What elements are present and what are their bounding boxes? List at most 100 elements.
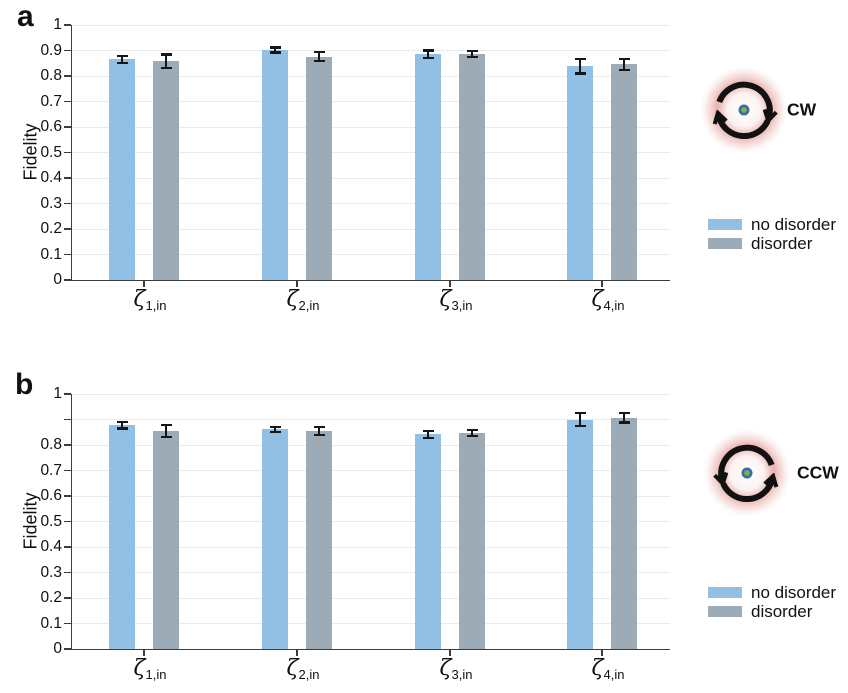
x-axis-tick	[601, 281, 603, 287]
bar-no-disorder-zeta-4-in	[567, 419, 593, 649]
gridline	[72, 623, 670, 624]
y-axis-tick	[63, 648, 71, 650]
gridline	[72, 203, 670, 204]
y-tick-label: 0	[53, 640, 62, 657]
y-axis-tick	[63, 444, 71, 446]
cw-label: CW	[787, 99, 817, 120]
gridline	[72, 419, 670, 420]
bar-no-disorder-zeta-1-in	[109, 59, 135, 280]
y-axis-tick	[63, 469, 71, 472]
bar-no-disorder-zeta-3-in	[415, 54, 441, 280]
y-axis-tick	[63, 202, 71, 205]
y-axis-tick	[63, 151, 71, 154]
y-axis-tick	[63, 177, 71, 179]
legend-swatch-no-disorder	[708, 587, 742, 598]
legend-swatch-no-disorder	[708, 219, 742, 230]
error-bar-disorder-zeta-1-in	[160, 423, 172, 438]
y-tick-label: 0.4	[40, 538, 62, 555]
gridline	[72, 495, 670, 497]
error-bar-disorder-zeta-3-in	[466, 49, 478, 59]
y-tick-label: 0.3	[40, 194, 62, 212]
bar-no-disorder-zeta-1-in	[109, 425, 135, 649]
bar-disorder-zeta-2-in	[306, 431, 332, 649]
bar-disorder-zeta-3-in	[459, 54, 485, 280]
y-tick-label: 1	[53, 385, 62, 402]
error-bar-no-disorder-zeta-3-in	[422, 429, 434, 439]
bar-no-disorder-zeta-2-in	[262, 429, 288, 649]
y-tick-label: 0.9	[40, 41, 62, 59]
legend-a: no disorder disorder	[708, 215, 836, 253]
x-tick-label: ζ2,in	[286, 656, 320, 682]
legend-label-disorder: disorder	[751, 602, 813, 621]
y-axis-tick	[63, 228, 71, 230]
x-tick-label: ζ4,in	[591, 287, 625, 313]
gridline	[72, 126, 670, 128]
x-axis-tick	[143, 650, 145, 656]
error-bar-disorder-zeta-1-in	[160, 53, 172, 69]
legend-item-no-disorder: no disorder	[708, 215, 836, 234]
error-bar-disorder-zeta-4-in	[618, 412, 630, 424]
y-axis-tick	[63, 622, 71, 625]
gridline	[72, 444, 670, 446]
legend-item-disorder: disorder	[708, 602, 836, 621]
y-axis-tick	[63, 126, 71, 128]
bar-no-disorder-zeta-2-in	[262, 50, 288, 280]
y-tick-label: 0.4	[40, 169, 62, 186]
legend-label-disorder: disorder	[751, 234, 813, 253]
plot-area-b: 1 0.8 0.7 0.6 0.5 0.4 0.3 0.2 0.1 0 ζ1,in ζ2,in ζ3,i…	[40, 385, 670, 682]
y-axis-tick	[63, 253, 71, 256]
y-axis-tick	[63, 418, 71, 421]
y-axis-tick	[63, 75, 71, 77]
error-bar-no-disorder-zeta-1-in	[116, 420, 128, 430]
legend-swatch-disorder	[708, 606, 742, 617]
y-tick-label: 0.1	[40, 614, 62, 632]
y-axis-tick	[63, 495, 71, 497]
error-bar-no-disorder-zeta-1-in	[116, 54, 128, 65]
x-axis-tick	[296, 281, 298, 287]
x-tick-label: ζ3,in	[439, 287, 473, 313]
y-axis-tick	[63, 24, 71, 26]
y-tick-label: 0.5	[40, 143, 62, 161]
legend-label-no-disorder: no disorder	[751, 583, 837, 602]
error-bar-disorder-zeta-3-in	[466, 428, 478, 437]
y-axis-tick	[63, 597, 71, 599]
legend-item-disorder: disorder	[708, 234, 836, 253]
legend-swatch-disorder	[708, 238, 742, 249]
y-tick-label: 0.8	[40, 67, 62, 84]
y-tick-label: 0.5	[40, 512, 62, 530]
y-axis-tick	[63, 520, 71, 523]
y-tick-label: 0.7	[40, 92, 62, 110]
bar-disorder-zeta-1-in	[153, 430, 179, 649]
gridline	[72, 228, 670, 230]
bar-disorder-zeta-1-in	[153, 61, 179, 280]
y-tick-label: 0.3	[40, 563, 62, 581]
gridline	[72, 152, 670, 153]
y-tick-label: 0.7	[40, 461, 62, 479]
error-bar-no-disorder-zeta-3-in	[422, 49, 434, 59]
x-tick-label: ζ4,in	[591, 656, 625, 682]
error-bar-no-disorder-zeta-2-in	[269, 425, 281, 433]
gridline	[72, 24, 670, 26]
y-axis-tick	[63, 546, 71, 548]
panel-label-b: b	[15, 368, 34, 401]
x-axis-tick	[449, 281, 451, 287]
y-axis-tick	[63, 100, 71, 103]
cw-rotation-icon	[696, 62, 792, 158]
y-axis-tick	[63, 279, 71, 281]
ccw-rotation-icon	[699, 425, 795, 521]
y-tick-label: 0	[53, 271, 62, 288]
y-tick-label: 0.8	[40, 436, 62, 453]
y-axis-tick	[63, 49, 71, 52]
x-axis-tick	[143, 281, 145, 287]
bar-disorder-zeta-4-in	[611, 417, 637, 649]
error-bar-disorder-zeta-2-in	[313, 426, 325, 437]
gridline	[72, 470, 670, 471]
y-tick-label: 0.1	[40, 245, 62, 263]
error-bar-no-disorder-zeta-4-in	[574, 411, 586, 428]
y-tick-label: 0.2	[40, 220, 62, 237]
y-tick-label: 1	[53, 16, 62, 33]
y-axis-tick	[63, 571, 71, 574]
gridline	[72, 393, 670, 395]
legend-label-no-disorder: no disorder	[751, 215, 837, 234]
bar-disorder-zeta-3-in	[459, 432, 485, 649]
